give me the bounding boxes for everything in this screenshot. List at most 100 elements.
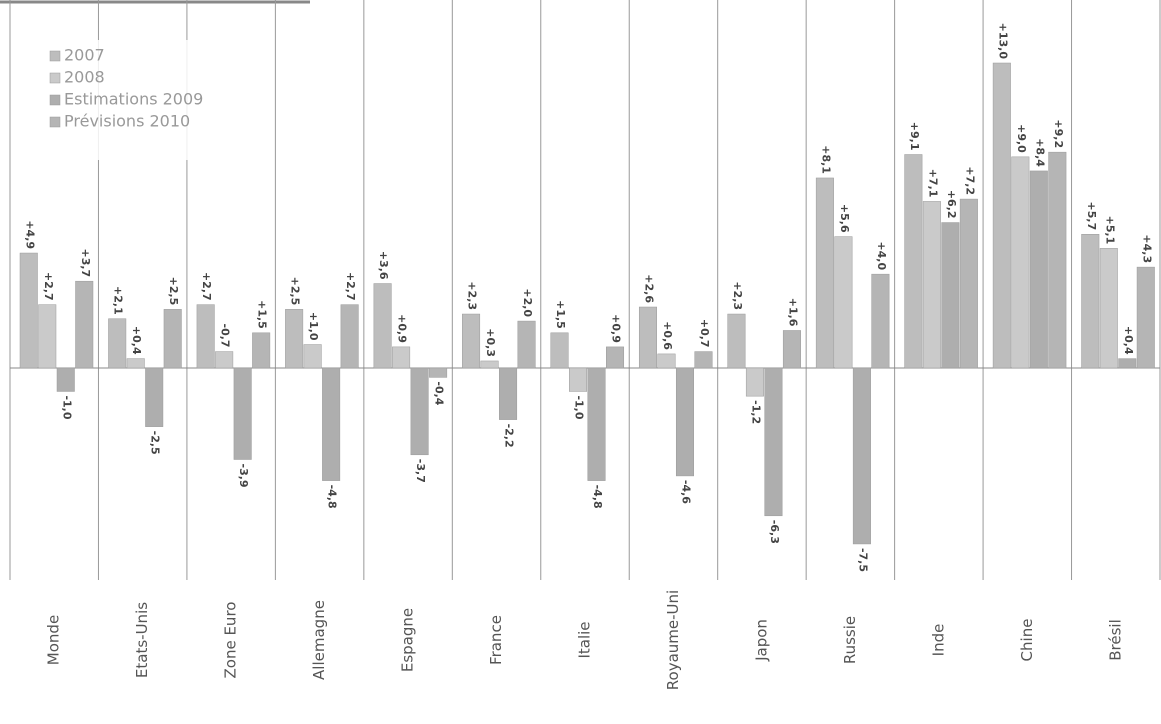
x-tick-label: Japon <box>752 619 770 662</box>
x-tick-label: Allemagne <box>310 600 328 680</box>
bar <box>657 353 676 369</box>
bar <box>126 358 145 369</box>
value-label: +2,0 <box>521 288 534 317</box>
value-label: +8,1 <box>819 145 832 174</box>
value-label: +2,1 <box>112 286 125 315</box>
bar <box>75 280 94 369</box>
value-label: +0,9 <box>610 314 623 343</box>
value-label: +8,4 <box>1033 138 1046 167</box>
bar <box>941 222 960 369</box>
value-label: +13,0 <box>996 23 1009 60</box>
bar <box>834 236 853 369</box>
value-label: +0,7 <box>698 319 711 348</box>
value-label: +0,4 <box>1122 326 1135 355</box>
value-label: +1,6 <box>786 298 799 327</box>
bar <box>1099 248 1118 369</box>
bar <box>429 367 448 378</box>
bar <box>303 344 322 369</box>
value-label: -1,2 <box>749 400 762 424</box>
bar <box>1048 151 1067 369</box>
bar <box>569 367 588 392</box>
bar <box>499 367 518 420</box>
bar <box>163 309 182 369</box>
value-label: -3,9 <box>237 464 250 488</box>
value-label: +6,2 <box>945 190 958 219</box>
value-label: +5,7 <box>1085 202 1098 231</box>
value-label: +1,0 <box>307 312 320 341</box>
bar <box>215 351 234 369</box>
value-label: +0,9 <box>396 314 409 343</box>
value-label: +7,1 <box>926 169 939 198</box>
x-tick-label: Royaume-Uni <box>664 590 682 690</box>
value-label: -7,5 <box>856 548 869 572</box>
value-label: -2,2 <box>503 424 516 448</box>
bar <box>606 346 625 369</box>
x-tick-label: Chine <box>1018 619 1036 662</box>
value-label: -2,5 <box>149 431 162 455</box>
x-tick-label: France <box>487 615 505 665</box>
x-tick-label: Russie <box>841 616 859 664</box>
bar <box>1081 234 1100 369</box>
value-label: +5,6 <box>838 204 851 233</box>
bar <box>233 367 252 460</box>
bar <box>959 198 978 369</box>
legend-swatch <box>49 116 61 128</box>
value-label: +2,7 <box>344 272 357 301</box>
value-label: +2,3 <box>731 281 744 310</box>
bar <box>550 332 569 369</box>
bar <box>480 360 499 369</box>
value-label: +1,5 <box>554 300 567 329</box>
value-label: +9,2 <box>1052 119 1065 148</box>
legend-swatch <box>49 94 61 106</box>
value-label: +1,5 <box>256 300 269 329</box>
value-label: +3,7 <box>79 248 92 277</box>
bar <box>764 367 783 517</box>
legend-label: 2007 <box>64 46 105 65</box>
bar <box>373 283 392 369</box>
bar <box>992 62 1011 369</box>
value-label: -0,7 <box>219 324 232 348</box>
bar <box>252 332 271 369</box>
bar <box>196 304 215 369</box>
x-tick-label: Monde <box>45 615 63 665</box>
bar <box>1011 156 1030 369</box>
value-label: +5,1 <box>1103 216 1116 245</box>
legend-swatch <box>49 50 61 62</box>
value-label: +0,3 <box>484 328 497 357</box>
bar <box>322 367 341 481</box>
value-label: +2,3 <box>466 281 479 310</box>
bar <box>852 367 871 545</box>
bar <box>638 306 657 369</box>
legend-label: Prévisions 2010 <box>64 112 190 131</box>
bar <box>19 252 38 369</box>
value-label: +9,1 <box>908 122 921 151</box>
bar <box>145 367 164 427</box>
value-label: -4,8 <box>591 485 604 509</box>
value-label: +4,9 <box>23 220 36 249</box>
x-tick-label: Espagne <box>399 608 417 672</box>
value-label: -1,0 <box>573 395 586 419</box>
x-tick-label: Brésil <box>1106 619 1124 661</box>
value-label: +2,6 <box>642 274 655 303</box>
value-label: -3,7 <box>414 459 427 483</box>
bar <box>108 318 127 369</box>
bar <box>675 367 694 477</box>
legend-label: Estimations 2009 <box>64 90 203 109</box>
bar <box>462 313 481 369</box>
bar <box>410 367 429 456</box>
bar <box>815 177 834 369</box>
legend-box <box>42 40 237 160</box>
value-label: +2,5 <box>289 277 302 306</box>
value-label: +2,7 <box>200 272 213 301</box>
legend-swatch <box>49 72 61 84</box>
bar <box>904 154 923 369</box>
value-label: +2,7 <box>42 272 55 301</box>
bar <box>922 201 941 369</box>
value-label: -4,8 <box>326 485 339 509</box>
bar <box>587 367 606 481</box>
bar <box>1136 266 1155 369</box>
x-tick-label: Inde <box>929 624 947 657</box>
value-label: -0,4 <box>433 381 446 405</box>
value-label: -1,0 <box>60 395 73 419</box>
